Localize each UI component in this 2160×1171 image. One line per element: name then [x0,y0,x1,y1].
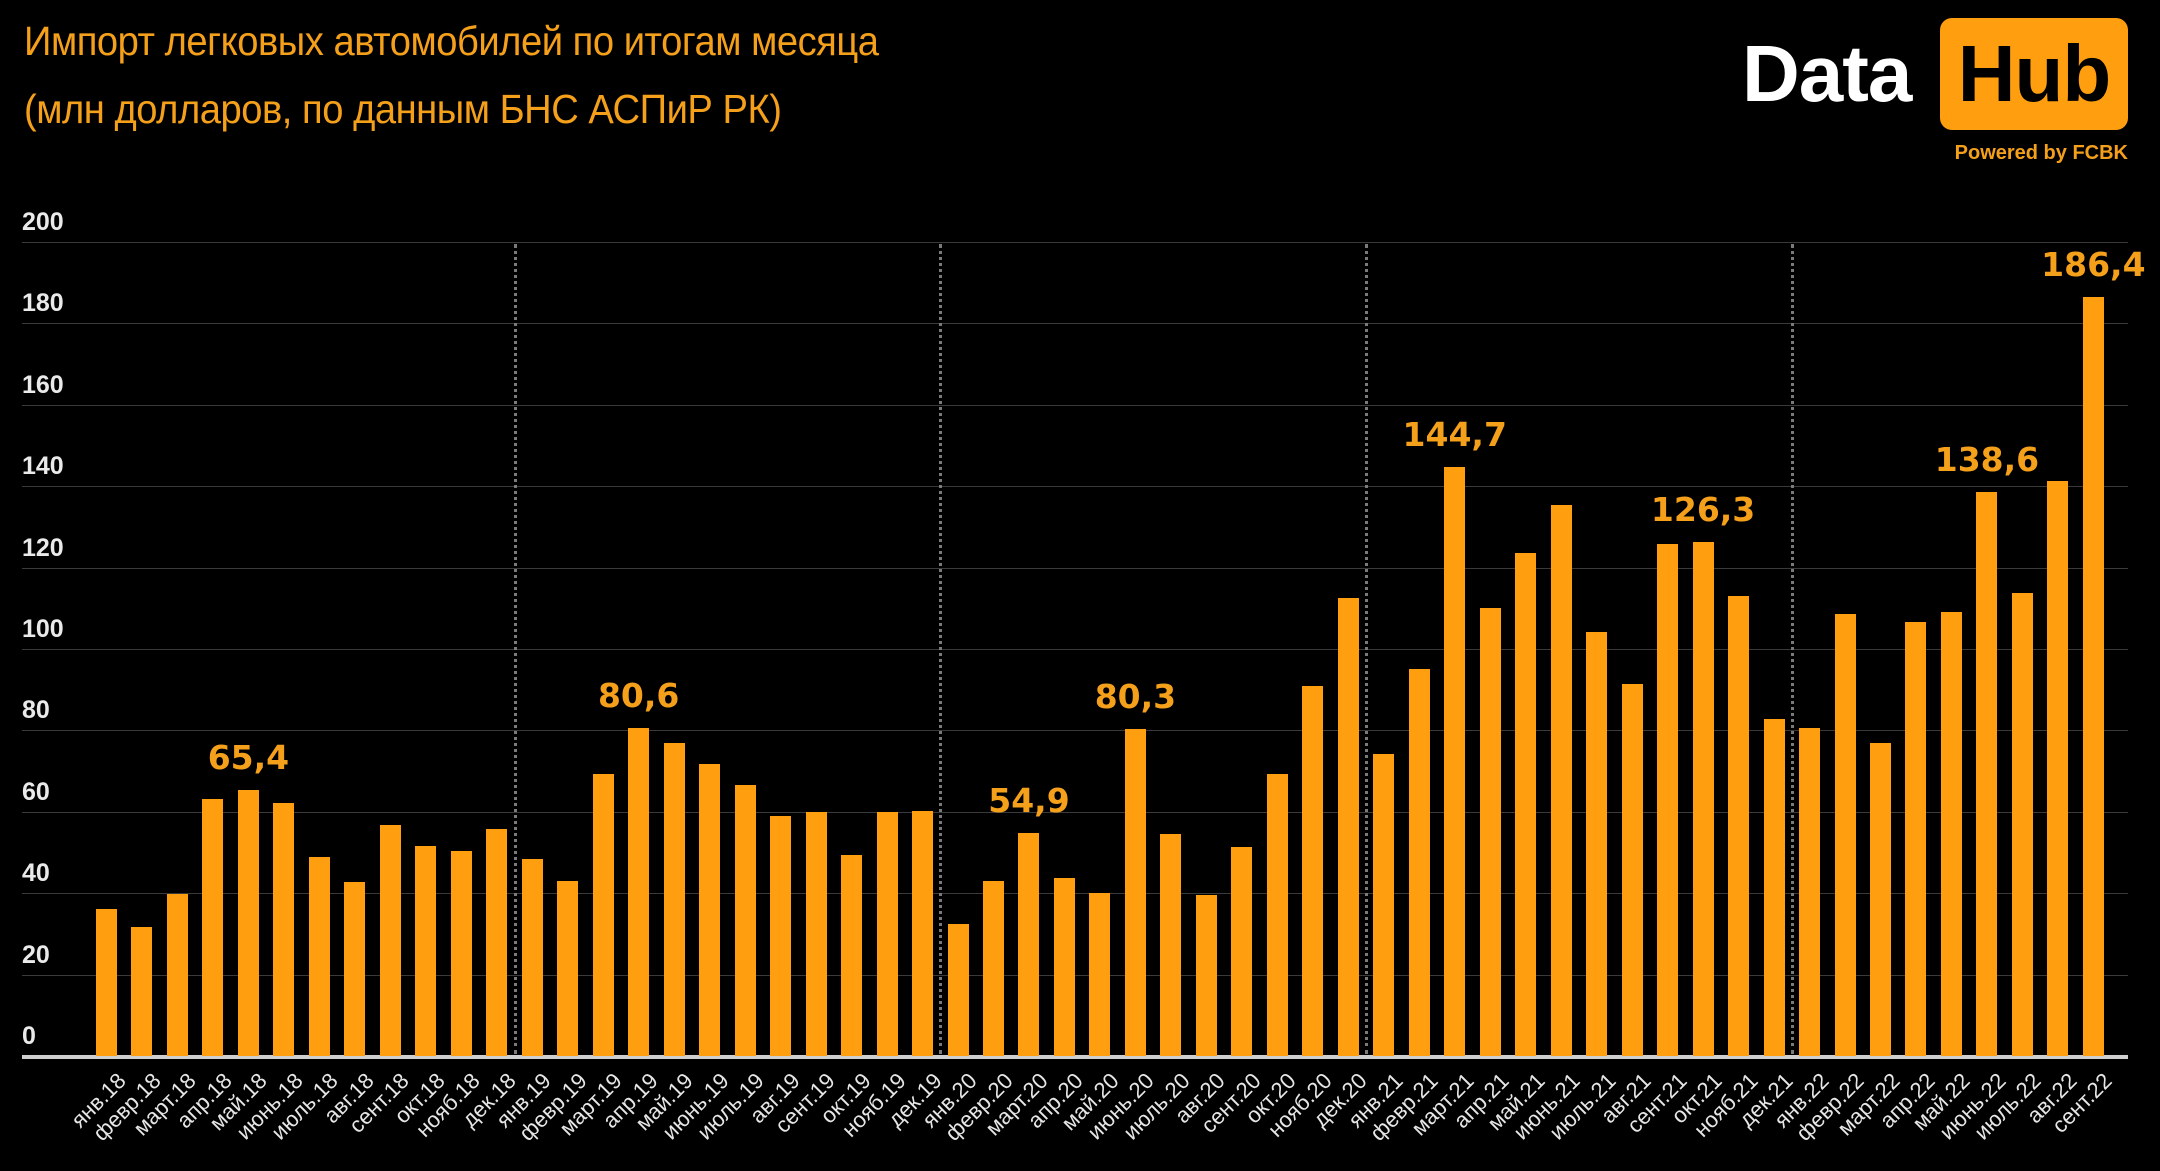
gridline [22,649,2128,650]
bar [415,846,437,1056]
y-tick-label: 180 [22,289,64,318]
bar [1799,727,1821,1056]
bar [2082,297,2104,1056]
bar [1976,491,1998,1056]
bar [699,764,721,1056]
chart-subtitle: (млн долларов, по данным БНС АСПиР РК) [24,86,782,132]
bar [344,882,366,1056]
bar [628,727,650,1056]
bar [1160,833,1182,1056]
value-label: 54,9 [988,780,1070,820]
bar [166,894,188,1056]
gridline [22,567,2128,569]
powered-by-text: Powered by FCBK [1954,142,2128,164]
y-tick-label: 20 [22,940,50,969]
bar [1870,743,1891,1056]
year-divider [513,244,517,1054]
bar [308,856,330,1056]
y-tick-label: 140 [22,452,64,481]
y-tick-label: 80 [22,696,50,725]
gridline [22,404,2128,406]
bar [2011,592,2033,1056]
bar [1231,846,1253,1056]
value-label: 80,3 [1094,677,1177,717]
logo-hub-text: Hub [1957,29,2112,118]
bar [1834,613,1856,1056]
bar [96,909,117,1056]
bar [1373,754,1395,1056]
y-tick-label: 200 [22,208,64,236]
bar [876,812,898,1056]
bar [521,858,543,1056]
bar [1089,892,1111,1056]
year-divider [1365,244,1369,1054]
value-label: 186,4 [2041,245,2146,285]
bar [663,742,685,1056]
logo-data-text: Data [1742,29,1912,118]
bar [202,798,224,1056]
year-divider [1790,244,1794,1054]
y-tick-label: 40 [22,859,50,888]
bar [841,854,863,1056]
bar [1905,621,1927,1056]
bar [273,802,295,1056]
bar [131,927,153,1056]
bar [1337,597,1359,1056]
bar [1444,467,1466,1056]
bar [1940,611,1962,1056]
y-tick-label: 120 [22,533,64,562]
bar [1586,631,1608,1056]
bar [2047,480,2069,1056]
bar [1124,729,1146,1056]
bar [947,924,969,1056]
gridline [22,893,2128,895]
bar [770,815,792,1056]
year-divider [939,244,943,1054]
bar [1515,552,1537,1056]
bar [1408,669,1430,1056]
bar [1302,685,1324,1056]
bar [1018,832,1040,1056]
bar [486,828,508,1056]
y-tick-label: 60 [22,777,50,806]
y-tick-label: 160 [22,370,64,399]
bar [1728,595,1750,1056]
gridline [22,486,2128,488]
bar [1550,505,1572,1056]
bar [557,881,579,1056]
bar [734,784,756,1056]
bar [592,773,614,1056]
value-label: 80,6 [597,675,680,715]
y-tick-label: 0 [22,1022,36,1050]
bar [1763,718,1785,1056]
bar [912,810,934,1056]
bar [983,880,1004,1056]
gridline [22,242,2128,243]
logo-hub-badge: Hub [1940,18,2128,130]
bar [237,789,259,1056]
bar [1479,607,1501,1056]
bar [379,824,401,1056]
y-tick-label: 100 [22,615,64,643]
bar [1266,774,1288,1056]
chart-title-line1: Импорт легковых автомобилей по итогам ме… [24,18,879,64]
gridline [22,323,2128,325]
bar [1621,684,1643,1056]
bar [1692,541,1714,1056]
bar [1053,878,1075,1056]
bar [450,851,472,1056]
gridline [22,811,2128,813]
bar [805,812,827,1056]
value-label: 65,4 [207,737,290,777]
gridline [22,730,2128,732]
gridline [22,974,2128,976]
value-label: 138,6 [1934,439,2040,479]
bar [1195,895,1217,1056]
value-label: 126,3 [1650,489,1756,529]
bar [1657,543,1679,1056]
value-label: 144,7 [1402,415,1507,455]
x-axis-line [22,1055,2128,1059]
